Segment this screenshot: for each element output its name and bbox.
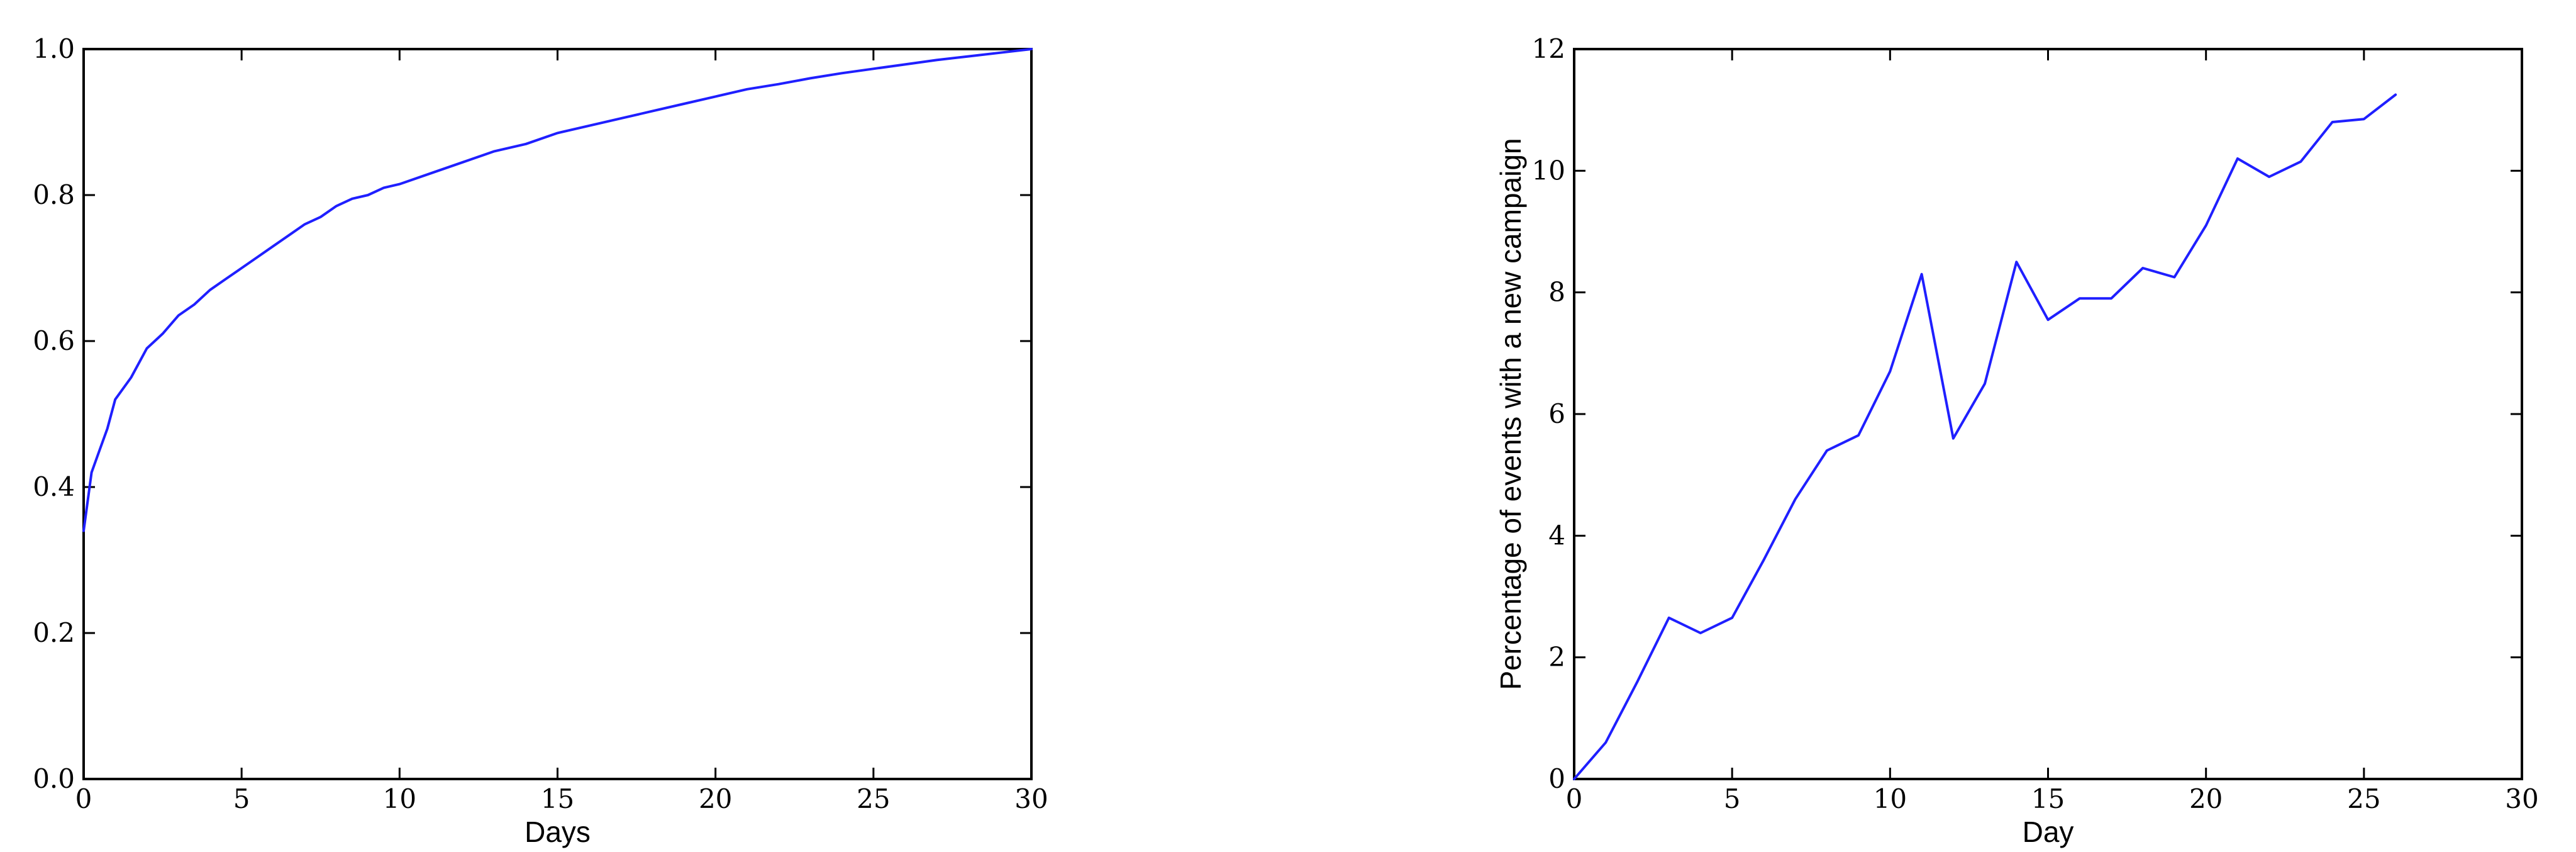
chart-0.x-tick-label: 30 xyxy=(1014,783,1048,814)
chart-0.x-tick-label: 5 xyxy=(233,783,250,814)
chart-0.y-tick-label: 1.0 xyxy=(33,33,75,64)
chart-0.x-axis-label: Days xyxy=(525,816,591,848)
chart-1.x-tick-label: 0 xyxy=(1566,783,1583,814)
chart-0.x-tick-label: 25 xyxy=(857,783,890,814)
chart-1.x-axis-label: Day xyxy=(2023,816,2074,848)
chart-1.x-tick-label: 15 xyxy=(2031,783,2065,814)
chart-0.plot-frame xyxy=(82,48,1033,780)
chart-0.series-line-0 xyxy=(82,48,1033,532)
chart-1.y-tick-label: 12 xyxy=(1532,33,1565,64)
chart-1.y-tick-label: 4 xyxy=(1548,520,1565,551)
chart-0.x-tick-label: 0 xyxy=(75,783,92,814)
chart-1.plot-frame xyxy=(1573,48,2523,780)
chart-1.y-tick-label: 2 xyxy=(1548,642,1565,673)
chart-1.x-tick-label: 30 xyxy=(2505,783,2538,814)
chart-0.y-tick-label: 0.4 xyxy=(33,471,75,502)
chart-1.y-axis-label: Percentage of events with a new campaign xyxy=(1494,138,1527,690)
chart-1.y-tick-label: 8 xyxy=(1548,277,1565,308)
chart-0.y-tick-label: 0.6 xyxy=(33,325,75,356)
chart-1.y-tick-label: 10 xyxy=(1532,155,1565,186)
chart-0.y-tick-label: 0.0 xyxy=(33,763,75,794)
chart-0.x-tick-label: 10 xyxy=(383,783,416,814)
chart-1.series-line-0 xyxy=(1573,93,2397,780)
chart-1.y-tick-label: 6 xyxy=(1548,398,1565,429)
chart-0.x-tick-label: 20 xyxy=(699,783,732,814)
chart-1.x-tick-label: 5 xyxy=(1724,783,1741,814)
chart-1.x-tick-label: 25 xyxy=(2347,783,2380,814)
chart-0.y-tick-label: 0.8 xyxy=(33,179,75,210)
chart-right: 0 5 10 15 20 25 30 0 2 4 6 8 10 12 Day Percentage of ev… xyxy=(1494,33,2539,848)
chart-0.x-tick-label: 15 xyxy=(541,783,574,814)
chart-left: 0 5 10 15 20 25 30 0.0 0.2 0.4 0.6 0.8 1.0 Days xyxy=(33,33,1048,848)
chart-0.y-tick-label: 0.2 xyxy=(33,617,75,648)
chart-1.x-tick-label: 10 xyxy=(1874,783,1907,814)
chart-1.x-tick-label: 20 xyxy=(2189,783,2223,814)
chart-1.y-tick-label: 0 xyxy=(1548,763,1565,794)
